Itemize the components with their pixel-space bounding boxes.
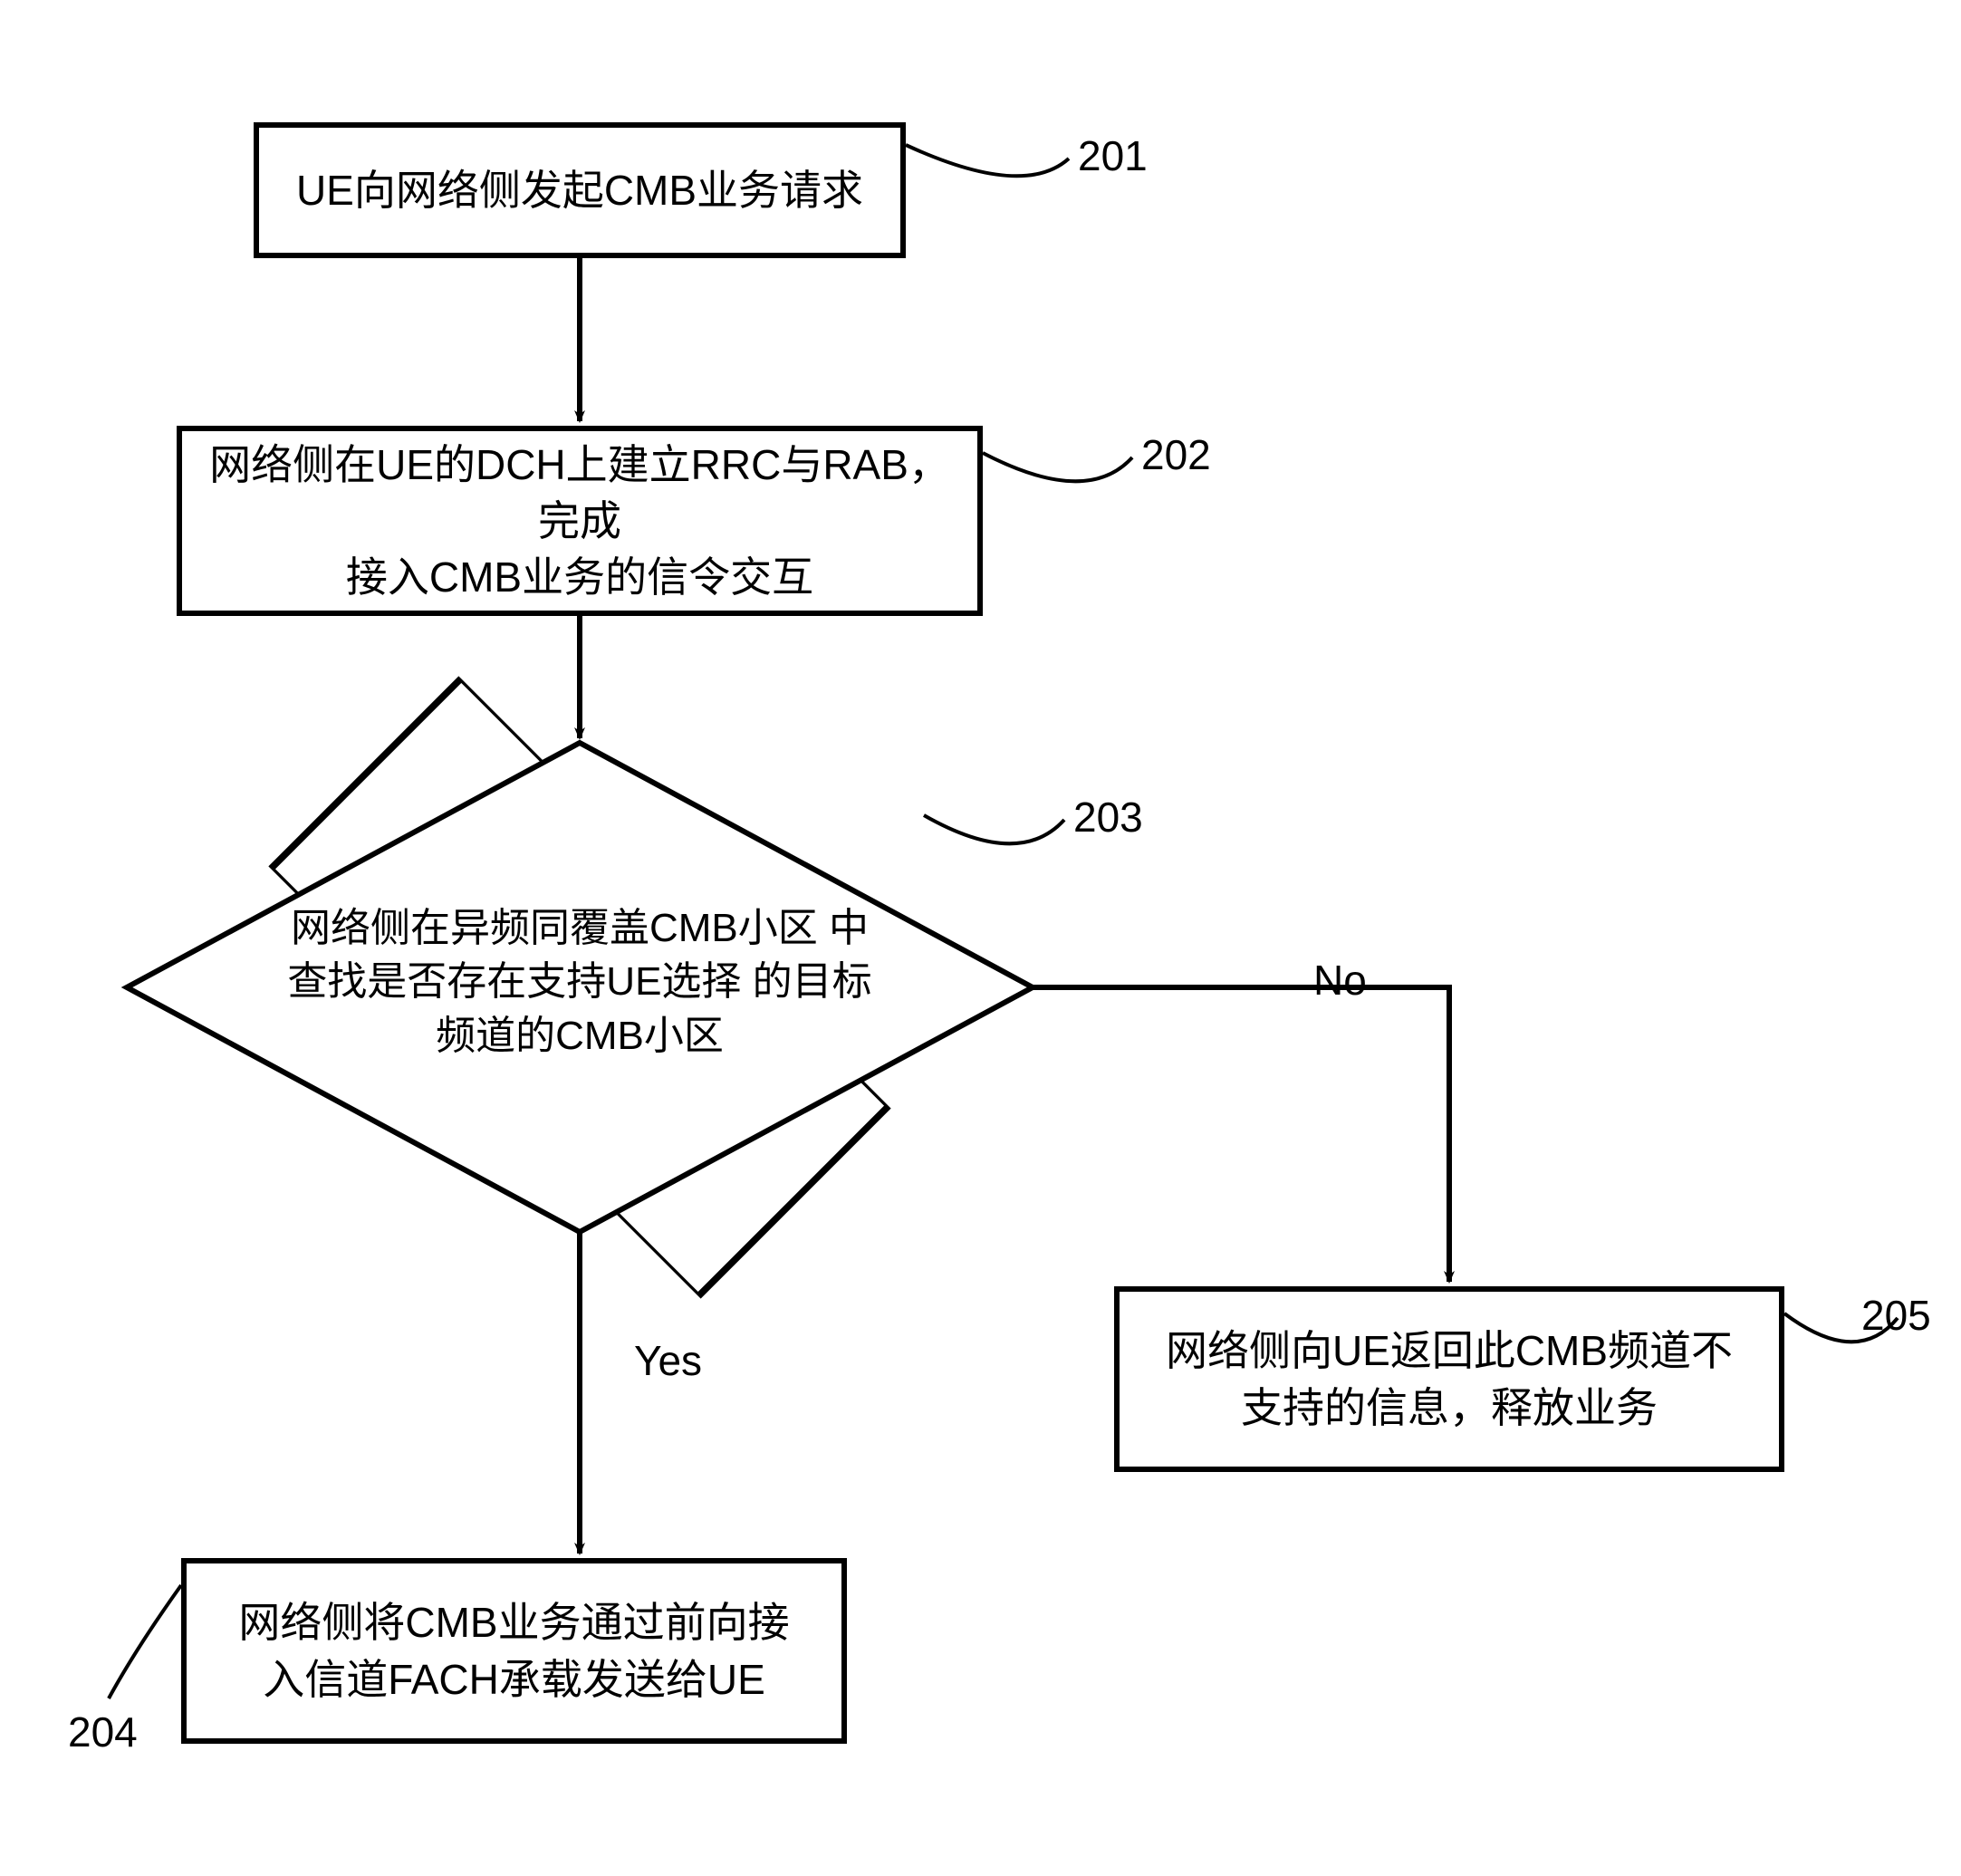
process-node-201: UE向网络侧发起CMB业务请求 bbox=[254, 122, 906, 258]
leader-201 bbox=[906, 145, 1069, 176]
id-label-202: 202 bbox=[1141, 430, 1211, 479]
leader-203 bbox=[924, 815, 1064, 843]
node-202-text: 网络侧在UE的DCH上建立RRC与RAB，完成 接入CMB业务的信令交互 bbox=[182, 437, 977, 605]
edge-203-205 bbox=[1033, 987, 1449, 1282]
process-node-202: 网络侧在UE的DCH上建立RRC与RAB，完成 接入CMB业务的信令交互 bbox=[177, 426, 983, 616]
leader-204 bbox=[109, 1585, 181, 1698]
id-label-203: 203 bbox=[1073, 793, 1143, 842]
id-label-205: 205 bbox=[1861, 1291, 1931, 1340]
node-201-text: UE向网络侧发起CMB业务请求 bbox=[287, 162, 872, 218]
process-node-204: 网络侧将CMB业务通过前向接 入信道FACH承载发送给UE bbox=[181, 1558, 847, 1744]
node-203-text: 网络侧在异频同覆盖CMB小区 中查找是否存在支持UE选择 的目标频道的CMB小区 bbox=[272, 906, 888, 1067]
leader-202 bbox=[983, 453, 1132, 481]
edge-label-no: No bbox=[1313, 956, 1367, 1005]
node-205-text: 网络侧向UE返回此CMB频道不 支持的信息，释放业务 bbox=[1157, 1323, 1742, 1435]
id-label-204: 204 bbox=[68, 1708, 138, 1756]
process-node-205: 网络侧向UE返回此CMB频道不 支持的信息，释放业务 bbox=[1114, 1286, 1784, 1472]
flowchart-canvas: UE向网络侧发起CMB业务请求 网络侧在UE的DCH上建立RRC与RAB，完成 … bbox=[0, 0, 1961, 1876]
id-label-201: 201 bbox=[1078, 131, 1148, 180]
edge-label-yes: Yes bbox=[634, 1336, 702, 1385]
node-204-text: 网络侧将CMB业务通过前向接 入信道FACH承载发送给UE bbox=[229, 1594, 798, 1707]
